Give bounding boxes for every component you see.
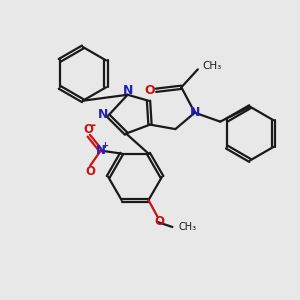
Text: N: N xyxy=(98,108,108,121)
Text: O: O xyxy=(144,84,155,97)
Text: N: N xyxy=(122,84,133,98)
Text: CH₃: CH₃ xyxy=(202,61,221,71)
Text: CH₃: CH₃ xyxy=(179,222,197,232)
Text: -: - xyxy=(90,119,95,132)
Text: O: O xyxy=(85,165,95,178)
Text: O: O xyxy=(84,123,94,136)
Text: +: + xyxy=(101,141,108,150)
Text: N: N xyxy=(96,144,106,157)
Text: N: N xyxy=(190,106,200,119)
Text: O: O xyxy=(154,215,164,228)
